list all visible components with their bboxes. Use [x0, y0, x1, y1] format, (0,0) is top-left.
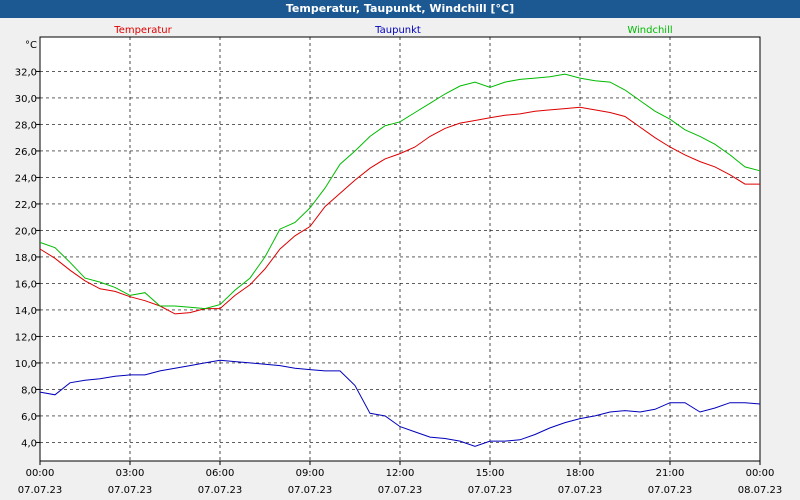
- x-tick-time-label: 21:00: [656, 468, 685, 479]
- y-tick-label: 12,0: [15, 332, 37, 343]
- y-tick-label: 16,0: [15, 279, 37, 290]
- x-tick-date-label: 07.07.23: [18, 485, 63, 496]
- y-tick-label: 18,0: [15, 253, 37, 264]
- y-tick-label: 28,0: [15, 120, 37, 131]
- y-tick-label: 10,0: [15, 359, 37, 370]
- axis-ticks: 4,0 6,0 8,0 10,0 12,0 14,0 16,0 18,0 20,0 22,0 24,…: [15, 67, 783, 496]
- x-tick-date-label: 07.07.23: [558, 485, 603, 496]
- series-line-taupunkt: [39, 359, 761, 447]
- series-line-windchill: [39, 73, 761, 310]
- x-tick-time-label: 18:00: [566, 468, 595, 479]
- x-tick-time-label: 00:00: [26, 468, 55, 479]
- window-title: Temperatur, Taupunkt, Windchill [°C]: [0, 0, 800, 18]
- legend-label-temperatur: Temperatur: [113, 25, 172, 36]
- x-tick-time-label: 06:00: [206, 468, 235, 479]
- grid: [40, 37, 760, 461]
- y-tick-label: 20,0: [15, 226, 37, 237]
- legend-label-windchill: Windchill: [627, 25, 672, 36]
- y-tick-label: 14,0: [15, 306, 37, 317]
- y-tick-label: 30,0: [15, 94, 37, 105]
- x-tick-date-label: 07.07.23: [288, 485, 333, 496]
- x-tick-date-label: 07.07.23: [198, 485, 243, 496]
- x-tick-time-label: 00:00: [746, 468, 775, 479]
- x-tick-time-label: 12:00: [386, 468, 415, 479]
- x-tick-date-label: 08.07.23: [738, 485, 783, 496]
- x-tick-date-label: 07.07.23: [468, 485, 513, 496]
- y-tick-label: 32,0: [15, 67, 37, 78]
- x-tick-date-label: 07.07.23: [648, 485, 693, 496]
- x-tick-time-label: 03:00: [116, 468, 145, 479]
- y-tick-label: 4,0: [21, 438, 37, 449]
- y-tick-label: 24,0: [15, 173, 37, 184]
- y-tick-label: 8,0: [21, 385, 37, 396]
- x-tick-date-label: 07.07.23: [378, 485, 423, 496]
- line-chart: 4,0 6,0 8,0 10,0 12,0 14,0 16,0 18,0 20,0 22,0 24,…: [15, 25, 783, 496]
- y-tick-label: 26,0: [15, 147, 37, 158]
- y-tick-label: 22,0: [15, 200, 37, 211]
- x-tick-time-label: 09:00: [296, 468, 325, 479]
- x-tick-time-label: 15:00: [476, 468, 505, 479]
- x-tick-date-label: 07.07.23: [108, 485, 153, 496]
- legend: Temperatur Taupunkt Windchill: [113, 25, 672, 36]
- legend-label-taupunkt: Taupunkt: [374, 25, 421, 36]
- series-lines: [39, 73, 761, 447]
- y-tick-label: 6,0: [21, 412, 37, 423]
- y-axis-unit-label: °C: [25, 40, 37, 51]
